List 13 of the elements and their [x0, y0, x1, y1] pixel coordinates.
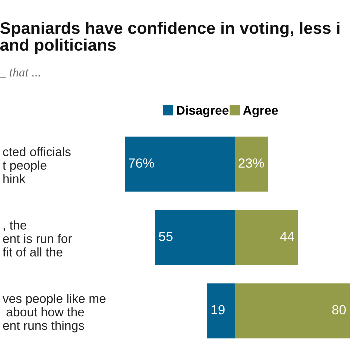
chart-title: Spaniards have confidence in voting, less i and politicians	[0, 22, 340, 54]
y-tick-label: , the ent is run for fit of all the	[2, 220, 72, 257]
data-label: 55	[159, 232, 173, 242]
data-label: 23%	[238, 158, 264, 168]
y-tick-label: cted officials t people hink	[2, 147, 71, 184]
data-label: 80	[332, 305, 346, 315]
data-label: 76%	[128, 158, 154, 168]
data-label: 44	[280, 232, 294, 242]
y-tick-label: ves people like me about how the ent runs things	[2, 294, 106, 333]
legend-label: Agree	[243, 106, 278, 118]
data-label: 19	[212, 305, 225, 315]
legend-label: Disagree	[177, 106, 229, 118]
text: _ that ...	[0, 68, 40, 78]
